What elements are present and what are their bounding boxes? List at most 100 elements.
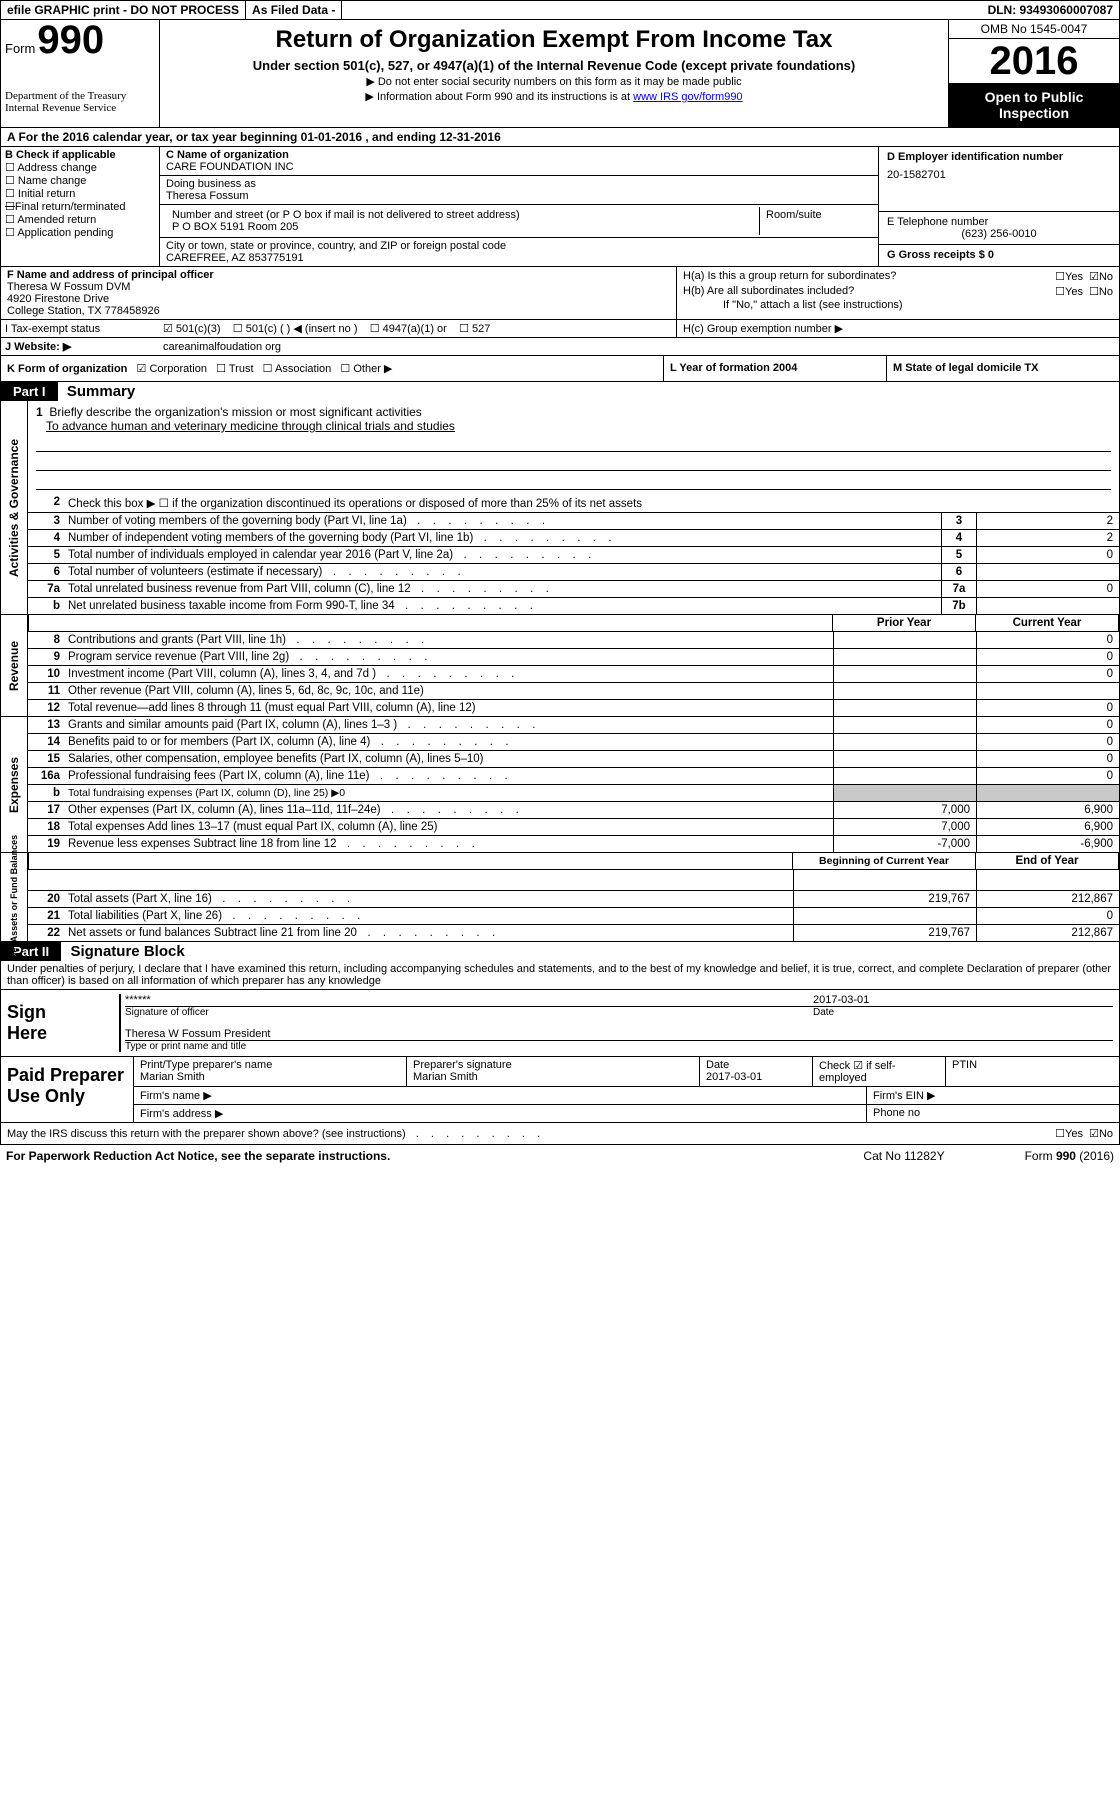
f-l1: Theresa W Fossum DVM (7, 281, 670, 293)
i-label: I Tax-exempt status (1, 321, 159, 337)
f-l3: College Station, TX 778458926 (7, 305, 670, 317)
prep-name: Print/Type preparer's nameMarian Smith (134, 1057, 407, 1086)
sec-activities: Activities & Governance 1 Briefly descri… (0, 401, 1120, 615)
e-label: E Telephone number (887, 216, 1111, 228)
paid-r1: Print/Type preparer's nameMarian Smith P… (134, 1057, 1119, 1087)
form-number: 990 (37, 24, 104, 56)
b-title: B Check if applicable (5, 149, 155, 161)
e-value: (623) 256-0010 (887, 228, 1111, 240)
blank-line (36, 456, 1111, 471)
paid-r3: Firm's address ▶ Phone no (134, 1105, 1119, 1122)
c-name-box: C Name of organization CARE FOUNDATION I… (160, 147, 878, 176)
note-pre: ▶ Information about Form 990 and its ins… (365, 91, 633, 103)
paid-label: Paid Preparer Use Only (1, 1057, 134, 1122)
line-16b: bTotal fundraising expenses (Part IX, co… (28, 785, 1119, 802)
form-title: Return of Organization Exempt From Incom… (168, 26, 940, 54)
na-header: Beginning of Current Year End of Year (28, 853, 1119, 870)
f-label: F Name and address of principal officer (7, 269, 670, 281)
col-deg: D Employer identification number 20-1582… (878, 147, 1119, 266)
part2-header: Part II Signature Block (0, 942, 1120, 961)
sec-activities-body: 1 Briefly describe the organization's mi… (28, 401, 1119, 614)
prep-selfemp: Check ☑ if self-employed (813, 1057, 946, 1086)
part1-title: Summary (61, 381, 141, 402)
dba-label: Doing business as (166, 178, 872, 190)
l-box: L Year of formation 2004 (663, 356, 886, 381)
hc-box: H(c) Group exemption number ▶ (676, 320, 1119, 337)
c-label: C Name of organization (166, 149, 872, 161)
firm-name: Firm's name ▶ (134, 1087, 867, 1104)
c-street-box: Number and street (or P O box if mail is… (160, 205, 878, 238)
street-value: P O BOX 5191 Room 205 (172, 221, 753, 233)
row-i: I Tax-exempt status ☑ 501(c)(3) ☐ 501(c)… (0, 320, 1120, 338)
open-inspection: Open to Public Inspection (949, 83, 1119, 127)
chk-name[interactable]: Name change (5, 174, 86, 187)
signature-block: Under penalties of perjury, I declare th… (0, 961, 1120, 1056)
line-1: 1 Briefly describe the organization's mi… (28, 401, 1119, 494)
col-b: B Check if applicable Address change Nam… (1, 147, 160, 266)
g-label: G Gross receipts $ 0 (887, 249, 1111, 261)
ha-opts: ☐Yes ☑No (1055, 270, 1113, 283)
d-value: 20-1582701 (887, 169, 1111, 181)
vlabel-netassets: Net Assets or Fund Balances (1, 853, 28, 941)
line-8: 8Contributions and grants (Part VIII, li… (28, 632, 1119, 649)
chk-amended[interactable]: Amended return (5, 213, 96, 226)
form-label: Form (5, 41, 35, 56)
paid-r2: Firm's name ▶ Firm's EIN ▶ (134, 1087, 1119, 1105)
line-9: 9Program service revenue (Part VIII, lin… (28, 649, 1119, 666)
row-a: A For the 2016 calendar year, or tax yea… (0, 128, 1120, 147)
sec-netassets-body: Beginning of Current Year End of Year 20… (28, 853, 1119, 941)
line-10: 10Investment income (Part VIII, column (… (28, 666, 1119, 683)
header-right: OMB No 1545-0047 2016 Open to Public Ins… (949, 20, 1119, 127)
sig-of-label: Signature of officer (125, 1007, 813, 1018)
sign-here-label: Sign Here (1, 990, 93, 1056)
e-box: E Telephone number (623) 256-0010 (879, 212, 1119, 245)
header: Form990 Department of the Treasury Inter… (0, 20, 1120, 128)
h-box: H(a) Is this a group return for subordin… (677, 267, 1119, 319)
ha-label: H(a) Is this a group return for subordin… (683, 270, 896, 283)
sec-revenue-body: Prior Year Current Year 8Contributions a… (28, 615, 1119, 716)
line-14: 14Benefits paid to or for members (Part … (28, 734, 1119, 751)
city-label: City or town, state or province, country… (166, 240, 872, 252)
sig-name: Theresa W Fossum President (125, 1028, 1113, 1041)
chk-pending[interactable]: Application pending (5, 226, 113, 239)
irs-link[interactable]: www IRS gov/form990 (633, 91, 742, 103)
tax-year: 2016 (949, 39, 1119, 83)
line-13: 13Grants and similar amounts paid (Part … (28, 717, 1119, 734)
m-box: M State of legal domicile TX (886, 356, 1119, 381)
sign-here: Sign Here ****** 2017-03-01 Signature of… (1, 989, 1119, 1056)
form-990-page: efile GRAPHIC print - DO NOT PROCESS As … (0, 0, 1120, 1167)
line-4: 4 Number of independent voting members o… (28, 530, 1119, 547)
line-16a: 16aProfessional fundraising fees (Part I… (28, 768, 1119, 785)
header-center: Return of Organization Exempt From Incom… (160, 20, 949, 127)
i-opts: ☑ 501(c)(3) ☐ 501(c) ( ) ◀ (insert no ) … (159, 320, 676, 337)
sig-stars: ****** (125, 994, 813, 1006)
firm-ein: Firm's EIN ▶ (867, 1087, 1119, 1104)
line-17: 17Other expenses (Part IX, column (A), l… (28, 802, 1119, 819)
line-7b: b Net unrelated business taxable income … (28, 598, 1119, 614)
section-fh: F Name and address of principal officer … (0, 267, 1120, 320)
city-value: CAREFREE, AZ 853775191 (166, 252, 872, 264)
name-label: Type or print name and title (125, 1041, 1113, 1052)
firm-addr: Firm's address ▶ (134, 1105, 867, 1122)
dept-irs: Internal Revenue Service (5, 102, 155, 114)
dln: DLN: 93493060007087 (982, 1, 1119, 19)
hb-row: H(b) Are all subordinates included? ☐Yes… (683, 284, 1113, 299)
pra: For Paperwork Reduction Act Notice, see … (6, 1149, 863, 1163)
j-value: careanimalfoudation org (159, 339, 1119, 355)
c-city-box: City or town, state or province, country… (160, 238, 878, 266)
chk-address[interactable]: Address change (5, 161, 97, 174)
chk-initial[interactable]: Initial return (5, 187, 75, 200)
g-box: G Gross receipts $ 0 (879, 245, 1119, 265)
c-dba-box: Doing business as Theresa Fossum (160, 176, 878, 205)
dept-treasury: Department of the Treasury (5, 90, 155, 102)
org-name: CARE FOUNDATION INC (166, 161, 872, 173)
section-bcdeg: B Check if applicable Address change Nam… (0, 147, 1120, 267)
form-subtitle: Under section 501(c), 527, or 4947(a)(1)… (168, 58, 940, 73)
hb-label: H(b) Are all subordinates included? (683, 285, 854, 298)
k-box: K Form of organization ☑ Corporation ☐ T… (1, 356, 663, 381)
paid-body: Print/Type preparer's nameMarian Smith P… (134, 1057, 1119, 1122)
chk-final[interactable]: ☐Final return/terminated (5, 200, 155, 213)
phone: Phone no (867, 1105, 1119, 1122)
line-3: 3 Number of voting members of the govern… (28, 513, 1119, 530)
declaration: Under penalties of perjury, I declare th… (1, 961, 1119, 989)
